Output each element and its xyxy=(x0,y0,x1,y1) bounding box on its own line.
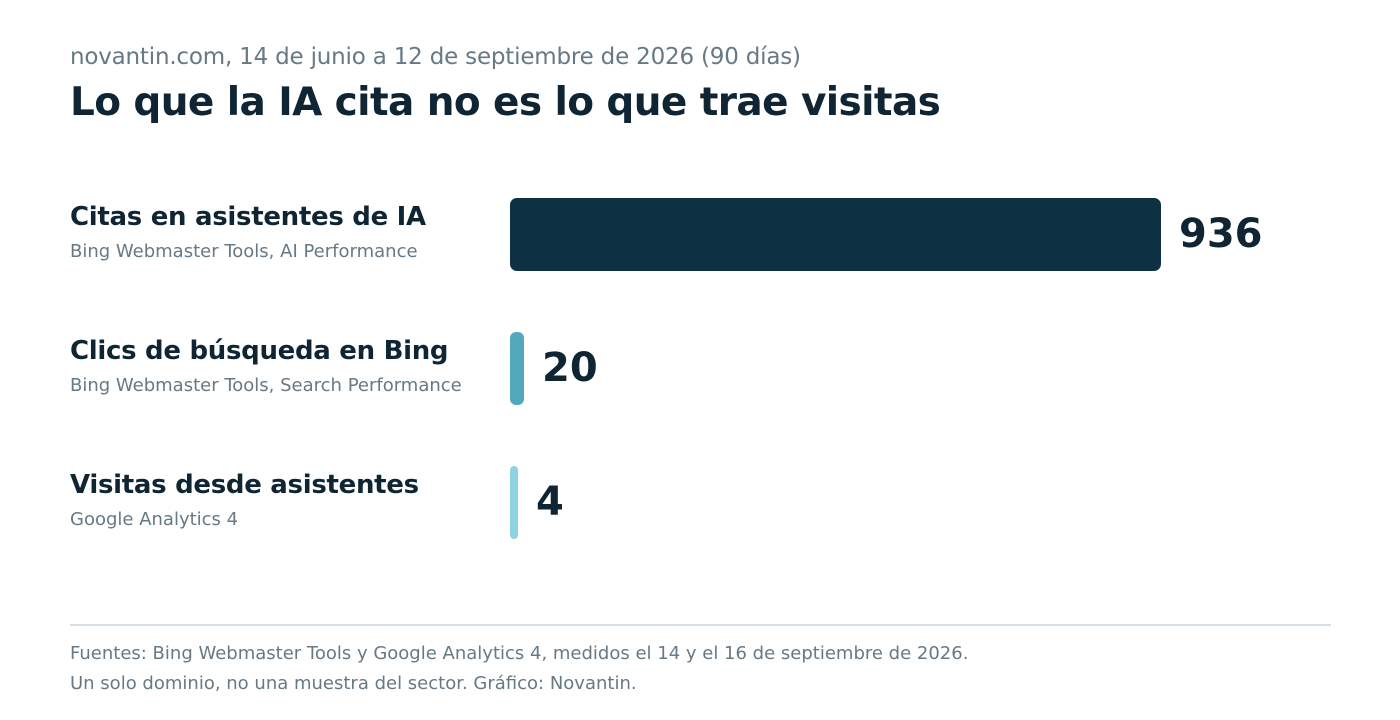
bar-value-label: 936 xyxy=(1179,211,1263,257)
bar xyxy=(510,466,518,539)
footnote-sources: Fuentes: Bing Webmaster Tools y Google A… xyxy=(70,643,969,664)
footer-divider xyxy=(70,624,1331,626)
category-label: Visitas desde asistentes xyxy=(70,470,419,500)
bar-value-label: 4 xyxy=(536,479,564,525)
bar xyxy=(510,198,1161,271)
bar xyxy=(510,332,524,405)
category-label: Citas en asistentes de IA xyxy=(70,202,426,232)
category-source: Bing Webmaster Tools, Search Performance xyxy=(70,375,462,396)
category-source: Bing Webmaster Tools, AI Performance xyxy=(70,241,418,262)
category-source: Google Analytics 4 xyxy=(70,509,239,530)
row-label: Clics de búsqueda en Bing Bing Webmaster … xyxy=(70,336,510,396)
row-label: Visitas desde asistentes Google Analytics… xyxy=(70,470,510,530)
row-label: Citas en asistentes de IA Bing Webmaster … xyxy=(70,202,510,262)
category-label: Clics de búsqueda en Bing xyxy=(70,336,449,366)
chart-title: Lo que la IA cita no es lo que trae visi… xyxy=(70,80,941,125)
chart-subtitle: novantin.com, 14 de junio a 12 de septie… xyxy=(70,44,801,70)
bar-chart: Citas en asistentes de IA Bing Webmaster … xyxy=(70,198,1263,539)
bar-value-label: 20 xyxy=(542,345,598,391)
footnote-credit: Un solo dominio, no una muestra del sect… xyxy=(70,673,637,694)
